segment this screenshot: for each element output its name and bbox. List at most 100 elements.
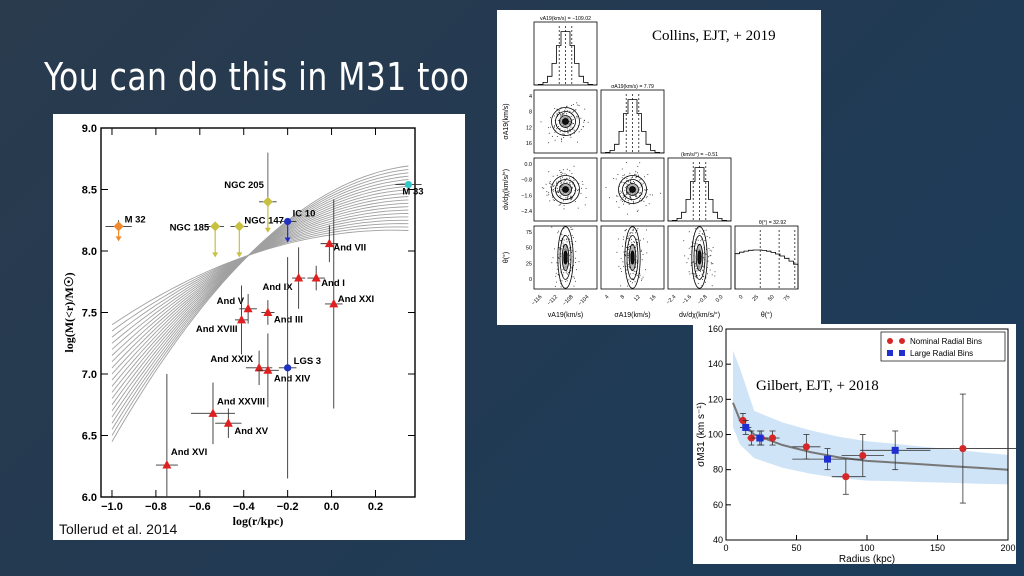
sample-point [623,203,624,205]
y-tick-label: 100 [708,430,723,440]
sample-point [690,264,692,266]
sample-point [618,206,620,208]
sample-point [640,185,642,187]
triangle-marker [254,362,264,372]
sample-point [616,201,617,203]
contour [691,226,708,289]
diamond-marker [262,196,273,207]
sample-point [540,121,542,123]
sample-point [558,112,560,113]
sample-point [633,270,635,272]
sample-point [546,191,548,193]
sample-point [569,128,571,130]
sample-point [566,270,568,272]
sample-point [565,281,567,283]
corner-cell [600,157,665,222]
sample-point [570,115,572,117]
model-curves [111,165,409,442]
sample-point [708,256,709,258]
sample-point [573,165,575,167]
point-label: And IX [263,282,294,293]
y-axis-label: dv/dχ(km/s/°) [502,169,510,210]
sample-point [697,228,699,230]
y-tick-label: 75 [526,230,532,236]
y-axis-label: σA19(km/s) [503,103,510,139]
sample-point [697,283,699,284]
square-marker [742,423,750,431]
sample-point [562,169,564,171]
data-point-lgs-3: LGS 3 [278,257,321,479]
sample-point [636,261,638,263]
sample-point [631,229,633,231]
sample-point [637,174,639,176]
sample-point [687,258,689,260]
contour [551,175,580,204]
sample-point [628,279,630,281]
x-tick-label: −0.8 [697,294,709,306]
model-curve [111,219,409,344]
sample-point [557,190,559,192]
sample-point [622,175,624,176]
sample-point [628,266,630,268]
sample-point [638,276,640,278]
sample-point [557,126,559,127]
sample-point [628,246,630,248]
sample-point [567,132,569,134]
sample-point [556,128,558,130]
sample-point [628,203,630,205]
x-tick-label: 8 [620,294,626,300]
sample-point [696,243,698,245]
data-point-and-xxviii: And XXVIII [191,382,265,445]
sample-point [622,197,624,198]
sample-point [709,255,711,257]
y-tick-label: 12 [526,125,532,131]
sample-point [565,179,567,181]
triangle-marker [237,314,247,324]
sample-point [561,182,563,184]
sample-point [576,102,578,104]
sample-point [565,108,567,110]
sample-point [554,107,556,109]
contour [551,107,580,136]
sample-point [559,249,561,251]
sample-point [652,194,653,196]
sample-point [711,250,713,252]
sample-point [632,228,634,230]
contour [697,250,702,265]
sample-point [563,205,565,206]
y-tick-label: 9.0 [82,123,97,135]
circle-marker [404,180,413,189]
sample-point [711,263,713,265]
sample-point [553,127,555,129]
sample-point [557,120,559,121]
sample-point [629,240,631,242]
sample-point [549,186,551,188]
sample-point [640,249,642,251]
model-curve [111,199,409,381]
sample-point [560,138,562,140]
circle-marker [284,217,292,226]
sample-point [648,203,650,205]
sample-point [577,207,579,209]
sample-point [573,276,575,278]
point-label: And XXVIII [217,396,265,407]
sample-point [693,273,695,275]
x-tick-label: 150 [930,543,945,553]
data-point-and-xvi: And XVI [155,374,207,497]
sample-point [546,194,548,196]
sample-point [627,200,629,202]
dispersion-profile-chart: 0 50 100 150 200 40 60 80 100 120 140 160 Radius (kp… [696,324,1016,564]
sample-point [563,113,565,115]
sample-point [559,195,561,196]
sample-point [571,111,573,113]
sample-point [580,117,582,119]
sample-point [632,176,633,178]
x-tick-label: 16 [649,294,658,303]
model-uncertainty-band [733,350,1008,485]
sample-point [625,250,627,252]
sample-point [696,277,697,279]
sample-point [562,172,564,174]
sample-point [553,184,555,186]
sample-point [694,228,696,230]
sample-point [561,141,563,143]
